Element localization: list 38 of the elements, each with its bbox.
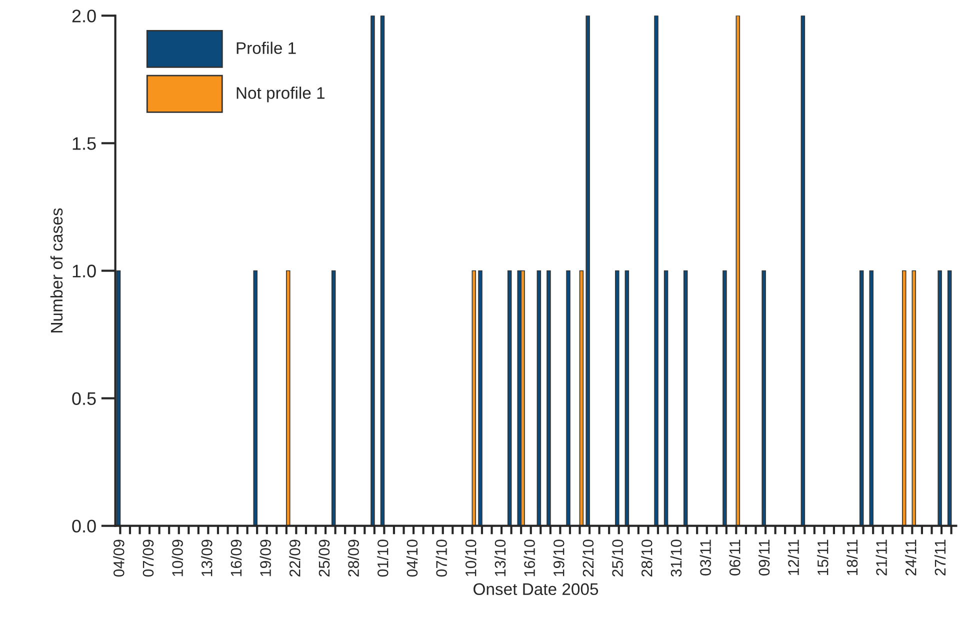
x-tick-label: 27/11 <box>934 540 946 576</box>
x-tick-label: 25/09 <box>318 540 330 576</box>
x-tick-label: 16/10 <box>524 540 535 576</box>
x-axis-title: Onset Date 2005 <box>474 583 598 596</box>
x-tick-label: 06/11 <box>729 540 740 576</box>
x-tick-label: 22/09 <box>289 540 300 576</box>
x-tick-label: 09/11 <box>758 540 770 576</box>
y-tick-label: 0.0 <box>72 520 96 533</box>
x-tick-label: 24/11 <box>905 540 916 576</box>
y-tick-label: 2.0 <box>72 10 96 22</box>
x-tick-label: 19/10 <box>553 540 564 576</box>
x-tick-label: 13/10 <box>494 540 506 576</box>
legend-label: Not profile 1 <box>236 86 325 102</box>
x-tick-label: 25/10 <box>612 540 623 576</box>
x-tick-label: 07/09 <box>142 540 154 577</box>
x-tick-label: 18/11 <box>846 540 858 575</box>
y-axis-title: Number of cases <box>50 208 63 332</box>
y-tick-label: 0.5 <box>72 392 96 406</box>
x-tick-label: 13/09 <box>201 540 212 576</box>
y-tick-label: 1.5 <box>72 137 96 150</box>
x-tick-label: 19/09 <box>260 540 271 576</box>
x-tick-label: 12/11 <box>788 540 799 575</box>
x-tick-label: 16/09 <box>230 540 242 576</box>
x-tick-label: 01/10 <box>377 540 388 577</box>
x-tick-label: 22/10 <box>582 540 594 576</box>
x-tick-label: 07/10 <box>436 540 447 577</box>
x-tick-label: 10/09 <box>172 540 183 576</box>
x-tick-label: 04/09 <box>113 540 124 577</box>
x-tick-label: 10/10 <box>465 540 476 576</box>
x-tick-label: 04/10 <box>406 540 418 577</box>
x-tick-label: 28/10 <box>641 540 652 576</box>
y-tick-label: 1.0 <box>72 264 96 278</box>
x-tick-label: 21/11 <box>876 540 887 576</box>
x-tick-label: 28/09 <box>348 540 359 576</box>
x-tick-label: 31/10 <box>670 540 682 577</box>
x-tick-label: 15/11 <box>817 540 828 575</box>
legend-label: Profile 1 <box>236 42 296 54</box>
x-tick-label: 03/11 <box>700 540 711 576</box>
